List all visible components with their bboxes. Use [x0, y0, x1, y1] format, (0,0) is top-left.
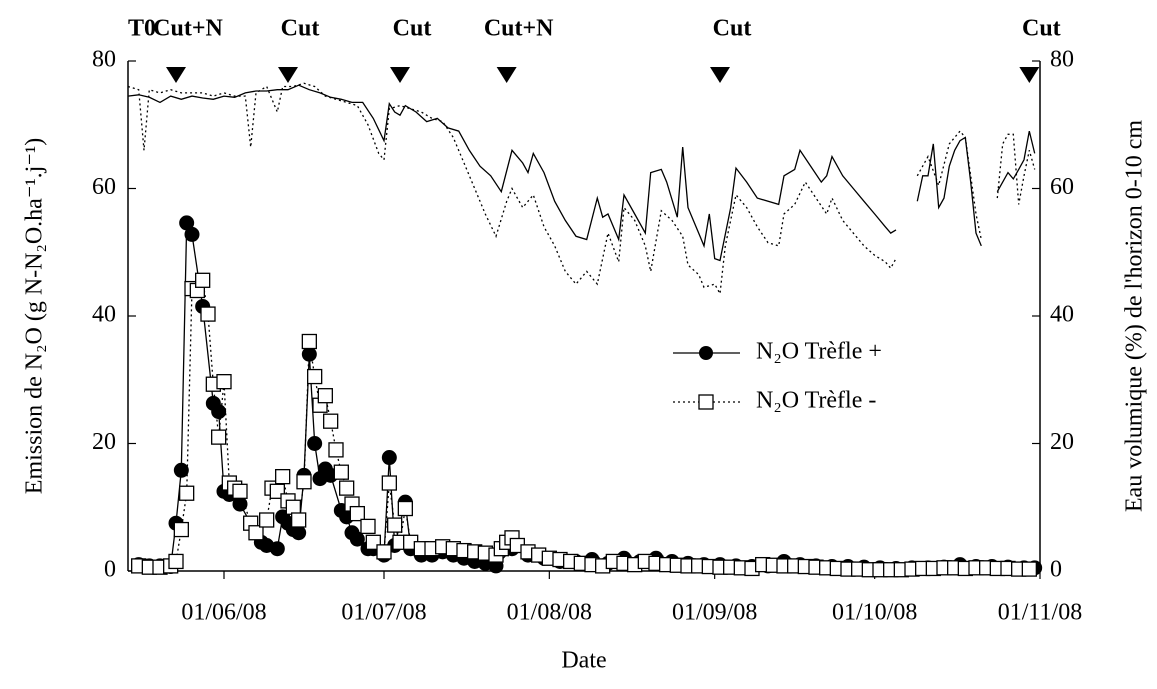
point: [381, 450, 397, 466]
event-label: Cut: [1022, 16, 1061, 42]
event-marker: [496, 67, 517, 83]
event-marker: [166, 67, 186, 83]
event-marker: [710, 67, 730, 83]
point: [339, 480, 355, 496]
y2-axis-label: Eau volumique (%) de l'horizon 0-10 cm: [1122, 120, 1148, 513]
x-tick-label: 01/07/08: [341, 600, 426, 626]
y-tick-label: 40: [92, 302, 116, 328]
y2-tick-label: 0: [1050, 557, 1062, 583]
point: [211, 404, 227, 420]
event-label: Cut+N: [484, 16, 554, 42]
point: [216, 374, 232, 390]
point: [232, 496, 248, 512]
point: [381, 475, 397, 491]
event-marker: [1019, 67, 1040, 83]
point: [211, 429, 227, 445]
point: [307, 436, 323, 451]
event-label: Cut+N: [153, 16, 223, 42]
point: [387, 517, 403, 533]
legend-marker: [699, 346, 713, 360]
y2-tick-label: 80: [1050, 47, 1074, 73]
event-marker: [390, 67, 410, 83]
point: [291, 525, 307, 541]
x-tick-label: 01/06/08: [181, 600, 266, 626]
y-tick-label: 60: [92, 174, 116, 200]
point: [173, 462, 189, 478]
point: [179, 485, 195, 501]
point: [323, 413, 339, 429]
point: [285, 499, 301, 515]
x-tick-label: 01/10/08: [832, 600, 917, 626]
y2-tick-label: 20: [1050, 429, 1074, 455]
point: [184, 226, 200, 242]
point: [200, 306, 216, 322]
y-tick-label: 80: [92, 47, 116, 73]
y-tick-label: 20: [92, 429, 116, 455]
event-label: Cut: [393, 16, 432, 42]
x-tick-label: 01/11/08: [998, 600, 1082, 626]
point: [1021, 561, 1037, 577]
point: [168, 553, 184, 570]
event-label: Cut: [713, 16, 752, 42]
point: [291, 512, 307, 528]
point: [376, 544, 392, 560]
y2-tick-label: 60: [1050, 174, 1074, 200]
y-axis-label: Emission de N₂O (g N-N₂O.ha⁻¹.j⁻¹): [22, 138, 48, 494]
event-label: Cut: [281, 16, 320, 42]
point: [397, 500, 413, 517]
point: [173, 521, 189, 538]
point: [232, 483, 248, 499]
point: [269, 541, 285, 557]
point: [328, 442, 344, 458]
point: [301, 346, 317, 362]
point: [301, 333, 317, 350]
point: [248, 525, 264, 541]
legend-label: N₂O Trèfle -: [756, 388, 876, 414]
point: [259, 512, 275, 528]
y2-tick-label: 40: [1050, 302, 1074, 328]
x-axis-label: Date: [561, 648, 606, 674]
point: [275, 468, 291, 485]
event-marker: [278, 67, 298, 83]
point: [307, 368, 323, 385]
point: [296, 474, 312, 490]
point: [317, 388, 333, 404]
point: [360, 518, 376, 535]
point: [333, 464, 349, 480]
point: [195, 272, 211, 288]
legend-label: N₂O Trèfle +: [756, 339, 882, 365]
point: [349, 531, 365, 547]
legend-marker: [698, 394, 714, 410]
event-label: T0: [128, 16, 156, 42]
y-tick-label: 0: [104, 557, 116, 583]
x-tick-label: 01/08/08: [507, 600, 592, 626]
series-line: [127, 82, 1036, 296]
series-line: [127, 84, 1036, 262]
x-tick-label: 01/09/08: [672, 600, 757, 626]
point: [349, 505, 365, 522]
